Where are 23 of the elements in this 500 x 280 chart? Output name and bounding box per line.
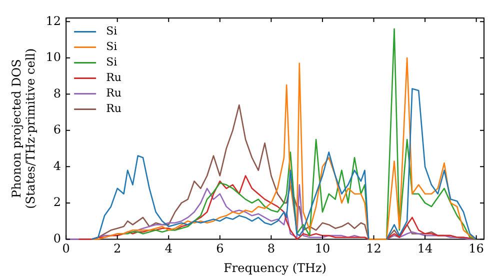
y-tick-label: 0 xyxy=(53,231,62,246)
legend-label: Ru xyxy=(106,71,122,84)
x-tick-label: 16 xyxy=(468,242,484,256)
y-axis-title: Phonon projected DOS (States/THz·primitive cell) xyxy=(9,48,38,209)
x-tick-label: 4 xyxy=(164,242,173,256)
y-tick-label: 8 xyxy=(53,86,62,100)
legend-label: Si xyxy=(106,24,118,38)
x-tick-label: 10 xyxy=(314,242,330,256)
y-tick-label: 10 xyxy=(46,50,62,64)
legend-label: Ru xyxy=(106,102,122,116)
x-tick-label: 2 xyxy=(114,242,122,256)
legend-label: Si xyxy=(106,40,118,54)
x-tick-label: 14 xyxy=(417,242,434,256)
x-tick-label: 8 xyxy=(267,242,276,256)
x-tick-label: 12 xyxy=(366,242,382,256)
x-axis-title: Frequency (THz) xyxy=(224,260,326,275)
y-tick-label: 6 xyxy=(53,122,62,137)
y-tick-label: 12 xyxy=(46,14,62,28)
legend-label: Si xyxy=(106,56,118,69)
x-tick-label: 6 xyxy=(216,242,224,256)
y-tick-label: 4 xyxy=(53,158,62,173)
legend-label: Ru xyxy=(106,86,122,100)
y-tick-label: 2 xyxy=(53,195,62,210)
